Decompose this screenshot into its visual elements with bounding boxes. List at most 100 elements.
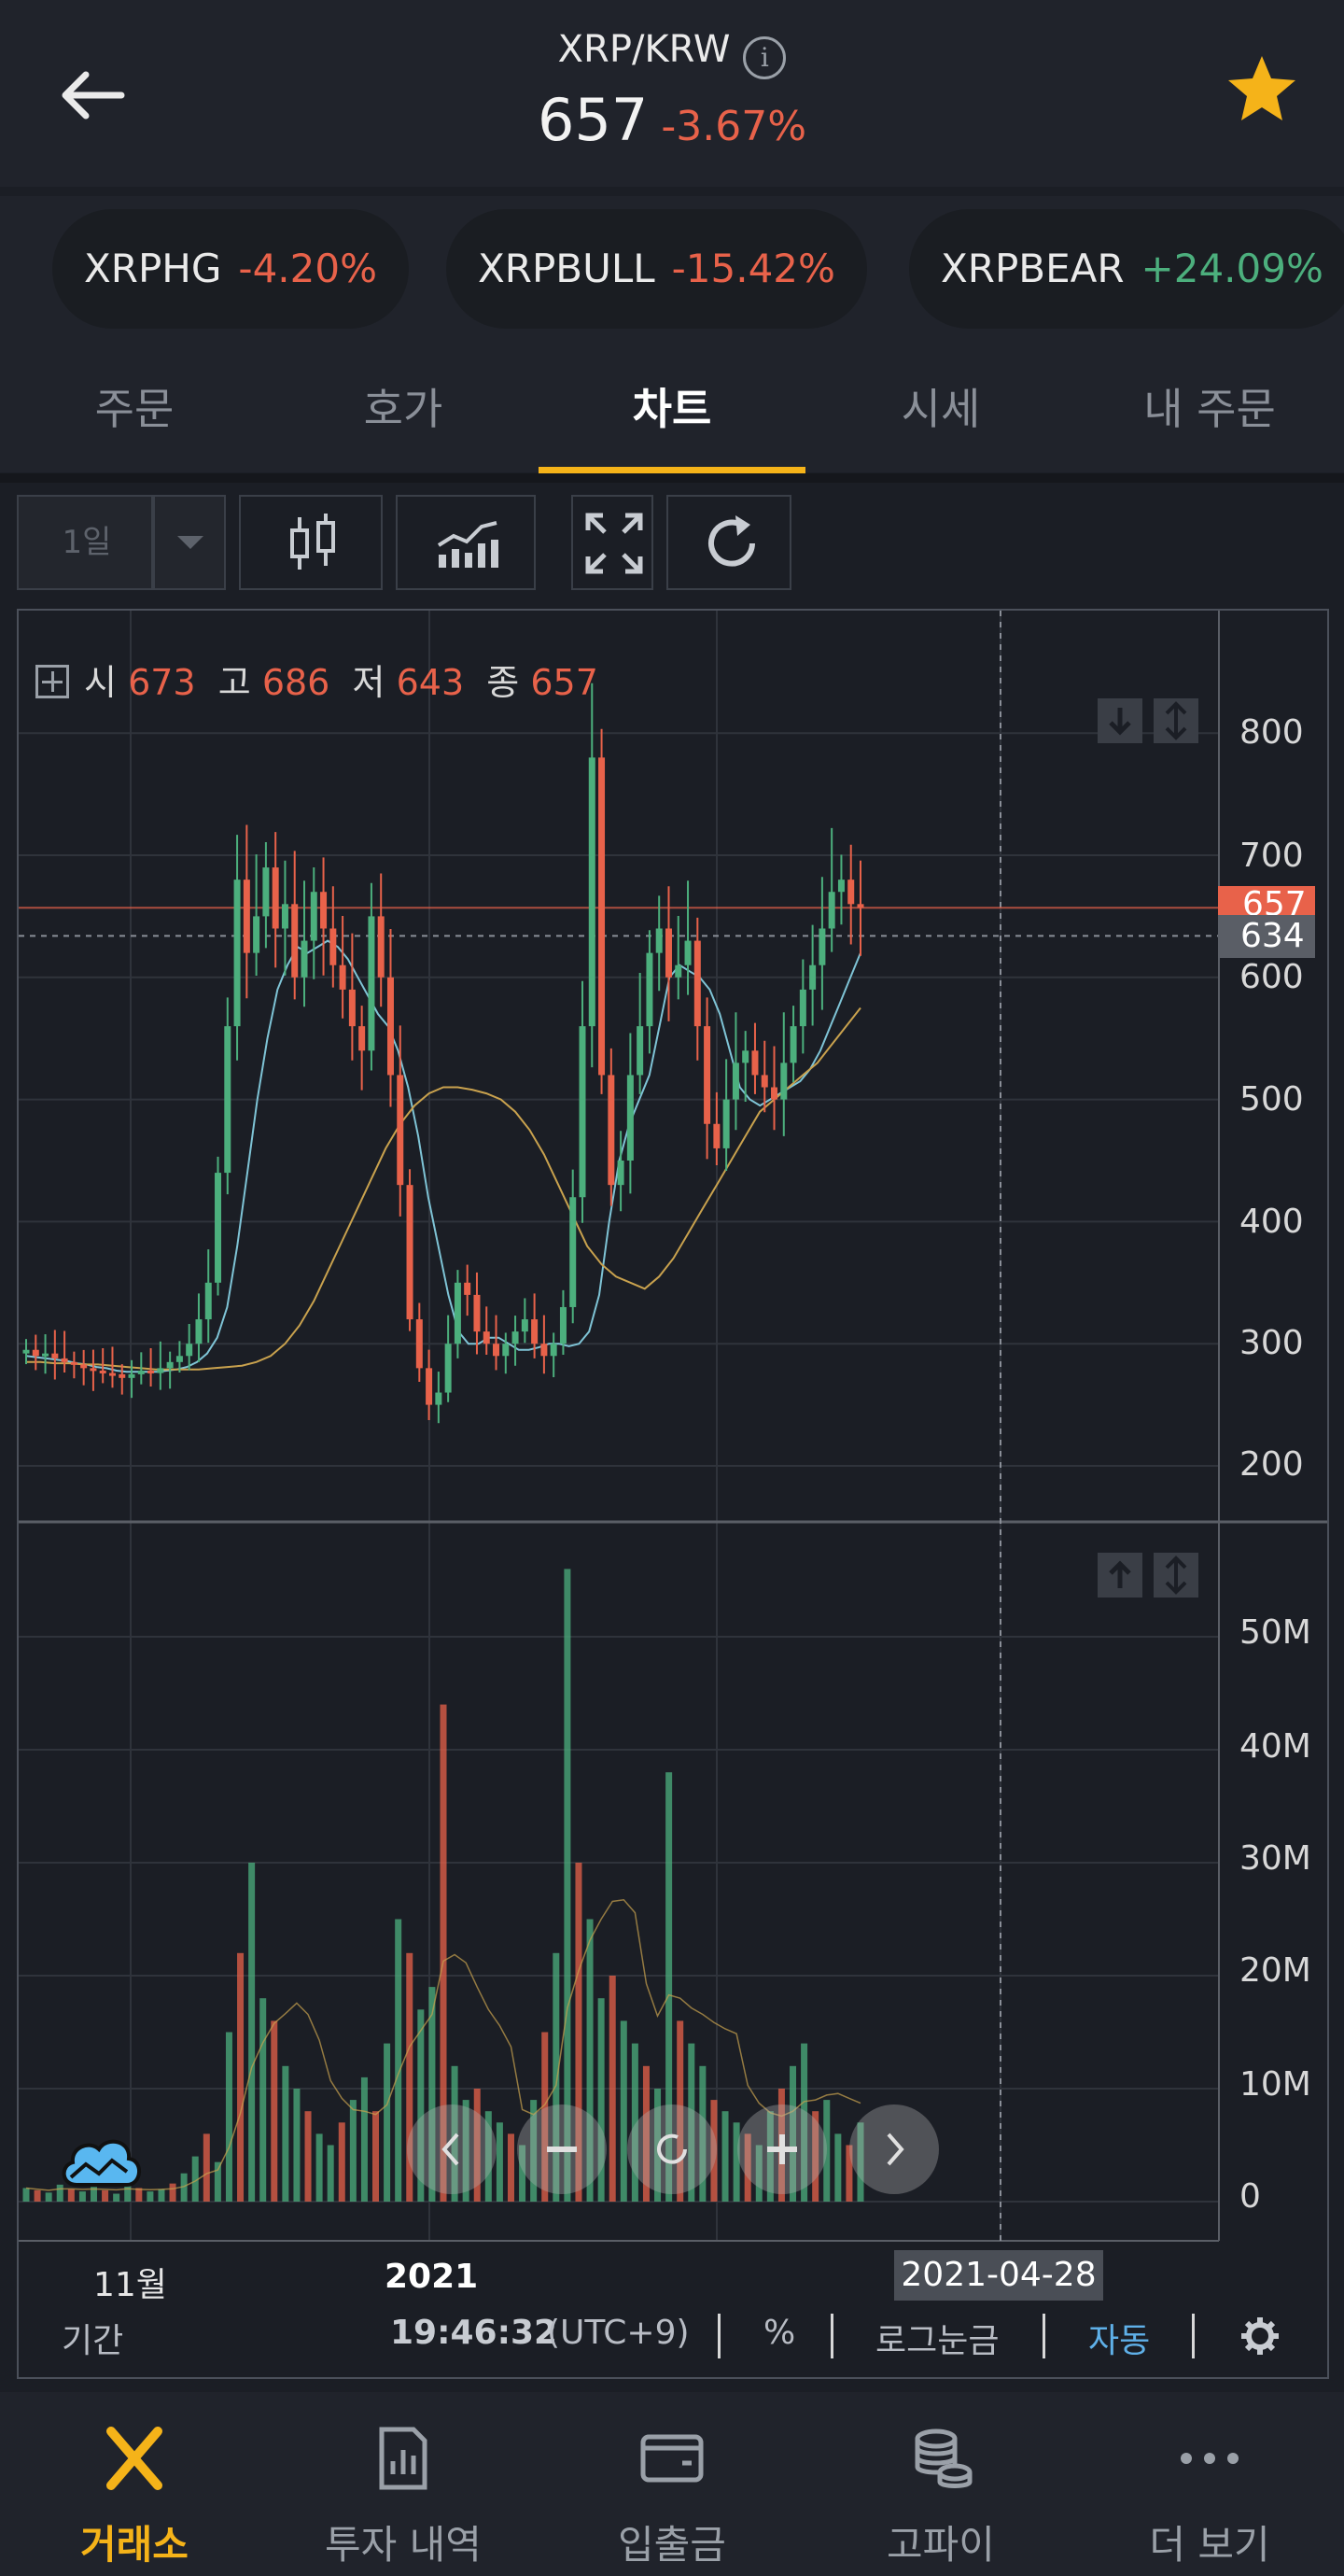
candle	[828, 892, 835, 929]
candle	[799, 989, 806, 1027]
candlestick-button[interactable]	[239, 495, 383, 590]
candle	[51, 1353, 59, 1358]
candle	[502, 1344, 510, 1357]
volume-bar	[113, 2193, 120, 2202]
volume-bar	[462, 2100, 469, 2202]
candle	[22, 1349, 30, 1354]
zoom-in-button[interactable]	[737, 2104, 827, 2194]
nav-history[interactable]: 투자 내역	[269, 2392, 538, 2576]
volume-bar	[214, 2161, 221, 2202]
chip-change: -4.20%	[238, 246, 378, 291]
tab-my-orders[interactable]: 내 주문	[1143, 384, 1276, 434]
volume-bar	[248, 1863, 256, 2202]
scroll-left-button[interactable]	[407, 2104, 497, 2194]
timezone[interactable]: (UTC+9)	[547, 2314, 690, 2352]
scroll-right-button[interactable]	[849, 2104, 939, 2194]
chevron-left-icon	[441, 2133, 459, 2166]
volume-moving-average	[25, 1899, 861, 2191]
chart-panel[interactable]	[17, 609, 1329, 2379]
volume-bar	[846, 2145, 853, 2202]
refresh-button[interactable]	[666, 495, 791, 590]
volume-bar	[372, 2111, 380, 2202]
nav-gofi[interactable]: 고파이	[806, 2392, 1075, 2576]
candle	[175, 1356, 183, 1362]
candle	[713, 1123, 721, 1148]
candle	[704, 1026, 711, 1124]
candle	[847, 880, 855, 905]
candle	[301, 940, 308, 978]
volume-bar	[451, 2065, 458, 2202]
price-tick: 600	[1239, 958, 1304, 996]
volume-bar	[609, 1976, 616, 2202]
price-tick: 500	[1239, 1080, 1304, 1119]
pane-down-button[interactable]	[1098, 698, 1142, 743]
nav-exchange[interactable]: 거래소	[0, 2392, 269, 2576]
candle	[186, 1344, 193, 1357]
volume-tick: 40M	[1239, 1727, 1311, 1766]
candle	[320, 892, 328, 929]
nav-deposit[interactable]: 입출금	[538, 2392, 806, 2576]
fullscreen-button[interactable]	[571, 495, 653, 590]
open-value: 673	[128, 662, 196, 703]
tab-market[interactable]: 시세	[901, 384, 981, 434]
favorite-star-icon[interactable]	[1225, 50, 1299, 129]
tab-chart[interactable]: 차트	[632, 384, 712, 434]
volume-bar	[271, 2020, 278, 2202]
crosshair-toggle-icon[interactable]	[35, 665, 69, 698]
pane-up-button[interactable]	[1098, 1553, 1142, 1598]
volume-bar	[744, 2133, 751, 2202]
chip-xrpbull[interactable]: XRPBULL -15.42%	[446, 209, 867, 329]
percent-toggle[interactable]: %	[763, 2314, 796, 2352]
high-value: 686	[261, 662, 330, 703]
candle	[540, 1344, 548, 1357]
candle	[281, 904, 288, 929]
close-label: 종	[486, 662, 520, 703]
reset-view-button[interactable]	[627, 2104, 717, 2194]
chip-xrpbear[interactable]: XRPBEAR +24.09%	[909, 209, 1344, 329]
tab-orderbook[interactable]: 호가	[363, 384, 443, 434]
ohlc-legend: 시 673 고 686 저 643 종 657	[35, 654, 598, 705]
cloud-logo-icon	[58, 2131, 144, 2194]
indicator-button[interactable]	[396, 495, 536, 590]
clock-time: 19:46:32	[390, 2314, 558, 2352]
info-icon[interactable]: i	[743, 35, 787, 79]
volume-bar	[282, 2065, 289, 2202]
pane-resize-button-2[interactable]	[1154, 1553, 1198, 1598]
candle	[464, 1282, 471, 1295]
wallet-icon	[640, 2434, 704, 2483]
volume-bar	[315, 2133, 323, 2202]
chip-name: XRPBEAR	[941, 246, 1125, 291]
volume-bar	[553, 1952, 560, 2202]
arrow-down-icon	[1109, 708, 1131, 736]
title-bar: XRP/KRW i	[0, 28, 1344, 79]
candle	[444, 1344, 452, 1393]
zoom-out-button[interactable]	[517, 2104, 607, 2194]
candle	[473, 1294, 481, 1332]
volume-bar	[225, 2032, 232, 2202]
report-icon	[379, 2427, 427, 2490]
candle	[147, 1370, 155, 1373]
candle	[358, 1026, 366, 1051]
period-dropdown[interactable]	[153, 495, 226, 590]
candle	[61, 1358, 68, 1362]
chip-xrphg[interactable]: XRPHG -4.20%	[52, 209, 410, 329]
plus-icon	[767, 2134, 797, 2164]
candle	[243, 880, 250, 953]
reset-icon	[657, 2133, 687, 2164]
fullscreen-icon	[585, 513, 643, 574]
candle	[348, 989, 356, 1027]
auto-scale-toggle[interactable]: 자동	[1088, 2322, 1151, 2360]
log-scale-toggle[interactable]: 로그눈금	[875, 2322, 1000, 2360]
nav-more[interactable]: 더 보기	[1075, 2392, 1344, 2576]
price-tick: 300	[1239, 1324, 1304, 1362]
price-chart[interactable]	[0, 0, 1344, 2390]
back-arrow-icon[interactable]	[56, 58, 131, 133]
candle	[626, 1075, 634, 1161]
nav-label: 입출금	[618, 2522, 726, 2568]
volume-tick: 0	[1239, 2177, 1261, 2216]
tab-order[interactable]: 주문	[94, 384, 175, 434]
pane-resize-button[interactable]	[1154, 698, 1198, 743]
period-select[interactable]: 1일	[17, 495, 153, 590]
gear-icon[interactable]	[1239, 2316, 1281, 2360]
volume-bar	[90, 2187, 97, 2202]
